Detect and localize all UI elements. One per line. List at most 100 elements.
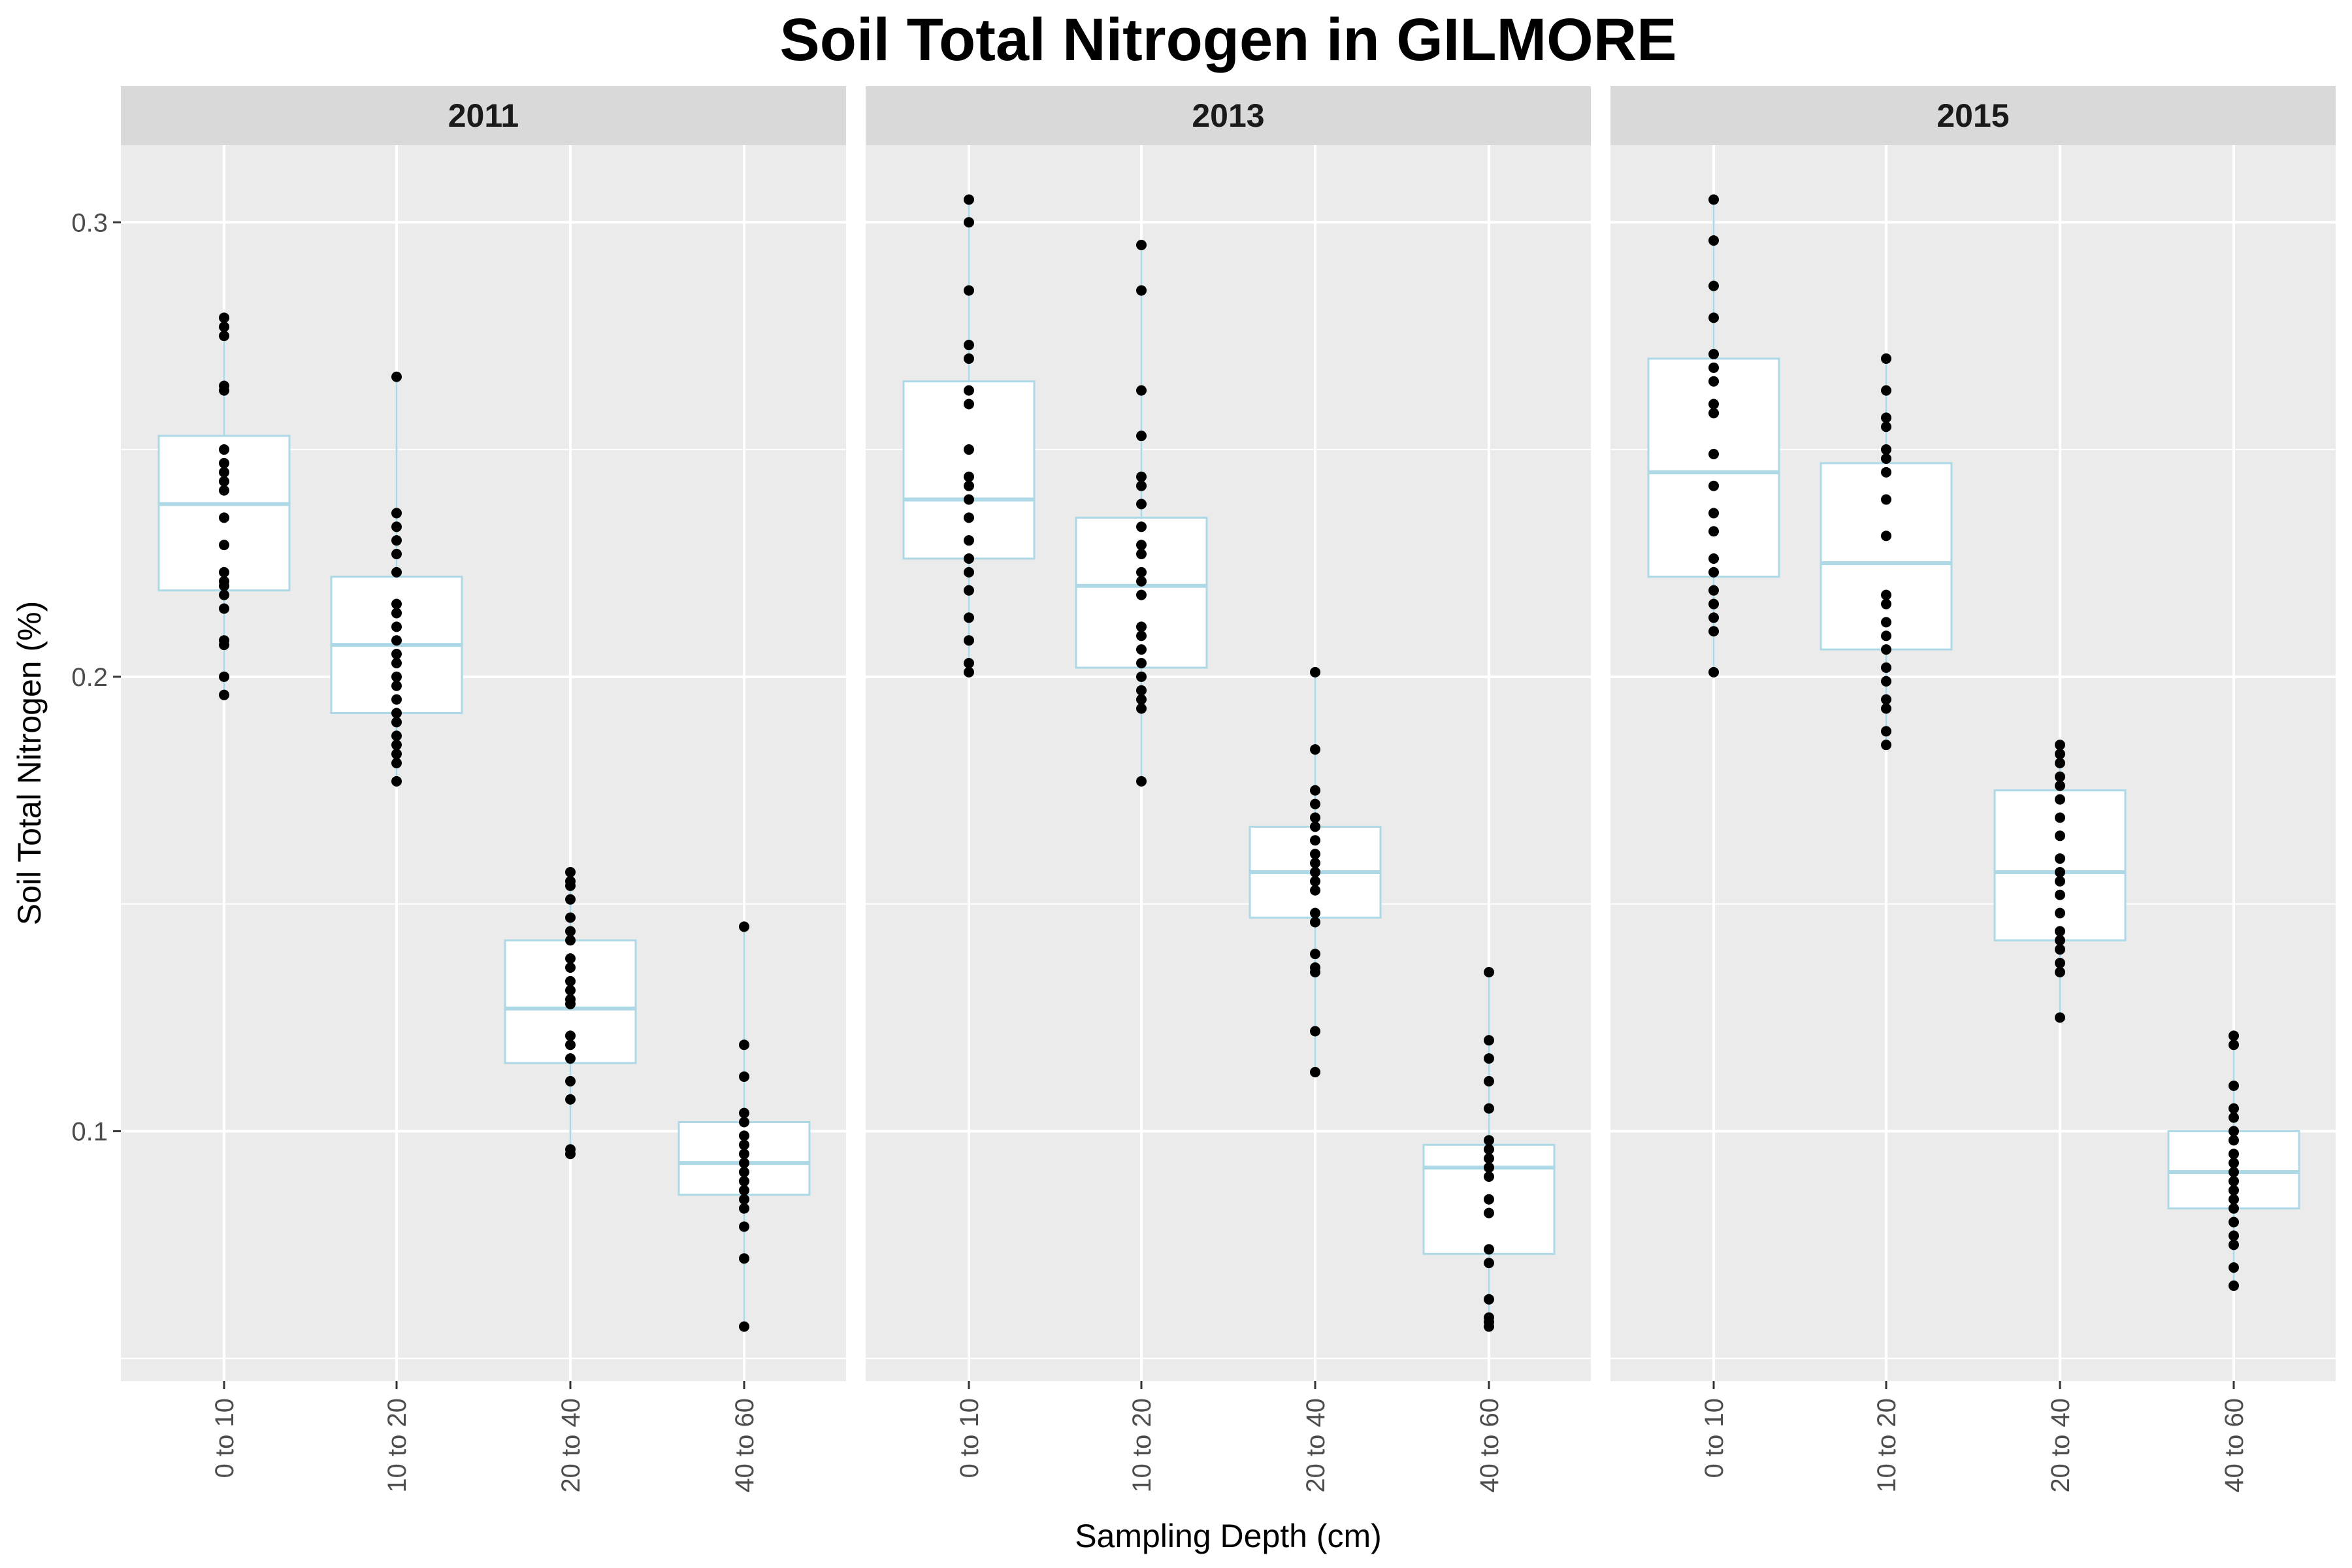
data-point (1881, 453, 1891, 464)
data-point (219, 466, 229, 478)
data-point (2055, 944, 2065, 955)
data-point (1136, 776, 1147, 787)
data-point (1484, 1258, 1494, 1269)
data-point (2055, 875, 2065, 887)
data-point (565, 926, 576, 937)
data-point (964, 494, 974, 505)
data-point (1484, 1075, 1494, 1086)
facet-panel-2015: 2015 0 to 10 10 to 20 20 to 40 40 to 60 (1610, 86, 2336, 1493)
data-point (1310, 858, 1320, 869)
data-point (1310, 798, 1320, 809)
data-point (565, 880, 576, 891)
data-point (964, 553, 974, 564)
x-tick-label: 0 to 10 (955, 1398, 984, 1478)
data-point (2055, 794, 2065, 805)
data-point (1136, 644, 1147, 655)
data-point (739, 1321, 749, 1332)
data-point (2229, 1112, 2239, 1123)
data-point (739, 1149, 749, 1160)
data-point (391, 749, 402, 760)
data-point (219, 385, 229, 396)
data-point (219, 566, 229, 578)
data-point (1881, 421, 1891, 433)
data-point (1310, 666, 1320, 678)
data-point (1484, 1162, 1494, 1173)
data-point (2229, 1239, 2239, 1250)
facet-strip (121, 86, 846, 145)
data-point (2229, 1217, 2239, 1228)
data-point (1136, 385, 1147, 396)
data-point (1484, 1244, 1494, 1255)
data-point (2229, 1194, 2239, 1205)
data-point (1708, 362, 1719, 373)
x-tick-label: 0 to 10 (1700, 1398, 1729, 1478)
data-point (1136, 498, 1147, 510)
data-point (2055, 1012, 2065, 1023)
data-point (1484, 1207, 1494, 1218)
data-point (1881, 740, 1891, 751)
data-point (565, 1149, 576, 1160)
data-point (964, 194, 974, 205)
data-point (1708, 526, 1719, 537)
data-point (1708, 566, 1719, 578)
data-point (739, 1253, 749, 1264)
data-point (219, 689, 229, 700)
x-tick-label: 10 to 20 (383, 1398, 412, 1493)
x-tick-label: 0 to 10 (210, 1398, 239, 1478)
data-point (565, 935, 576, 946)
data-point (1708, 598, 1719, 610)
data-point (219, 512, 229, 523)
data-point (739, 1107, 749, 1119)
data-point (2055, 853, 2065, 864)
data-point (1881, 703, 1891, 714)
data-point (1708, 348, 1719, 359)
data-point (391, 708, 402, 719)
data-point (565, 912, 576, 923)
data-point (1310, 849, 1320, 860)
data-point (2229, 1203, 2239, 1214)
data-point (2229, 1135, 2239, 1146)
y-tick-label: 0.2 (71, 663, 108, 692)
data-point (739, 1117, 749, 1128)
facet-panels: 2011 0 to 10 10 to 20 20 to 40 40 to 60 2013 0… (121, 86, 2336, 1493)
data-point (219, 485, 229, 496)
data-point (1708, 399, 1719, 410)
data-point (1136, 431, 1147, 442)
data-point (565, 1075, 576, 1086)
data-point (964, 285, 974, 296)
data-point (391, 680, 402, 691)
data-point (2229, 1030, 2239, 1041)
data-point (391, 717, 402, 728)
data-point (739, 1039, 749, 1051)
data-point (2229, 1230, 2239, 1241)
data-point (1136, 703, 1147, 714)
x-axis-title: Sampling Depth (cm) (1075, 1518, 1382, 1554)
data-point (2229, 1175, 2239, 1186)
data-point (2229, 1158, 2239, 1169)
data-point (565, 1053, 576, 1064)
facet-strip-label: 2015 (1936, 97, 2009, 134)
data-point (391, 566, 402, 578)
data-point (391, 549, 402, 560)
data-point (1708, 666, 1719, 678)
data-point (2055, 771, 2065, 782)
y-tick-label: 0.3 (71, 208, 108, 237)
box-10-to-20 (330, 371, 463, 787)
data-point (219, 476, 229, 487)
data-point (1136, 285, 1147, 296)
data-point (739, 1194, 749, 1205)
data-point (2055, 866, 2065, 877)
data-point (391, 694, 402, 705)
data-point (1484, 1103, 1494, 1114)
data-point (964, 217, 974, 228)
data-point (391, 508, 402, 519)
data-point (1310, 785, 1320, 796)
data-point (391, 740, 402, 751)
x-tick-label: 20 to 40 (1301, 1398, 1330, 1493)
data-point (565, 953, 576, 964)
data-point (964, 444, 974, 455)
data-point (1881, 412, 1891, 423)
data-point (964, 566, 974, 578)
x-tick-label: 10 to 20 (1872, 1398, 1901, 1493)
